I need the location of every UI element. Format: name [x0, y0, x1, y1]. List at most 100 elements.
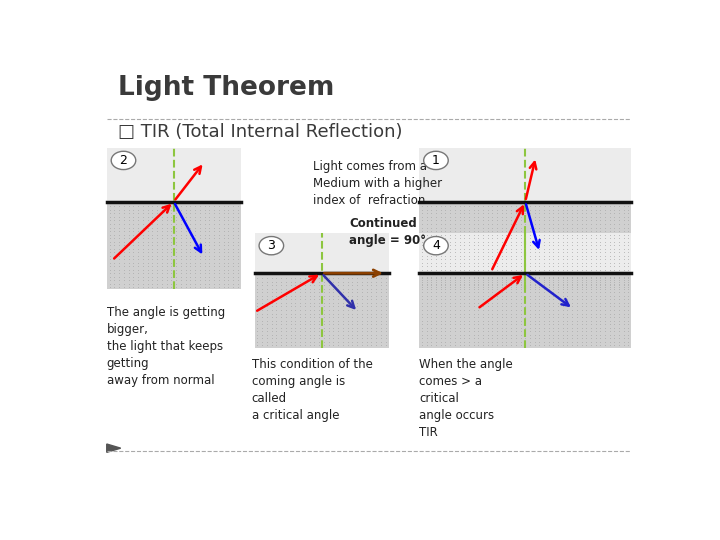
Point: [534, 216, 545, 225]
Point: [300, 306, 311, 314]
Point: [608, 281, 620, 289]
Point: [222, 230, 234, 239]
Point: [184, 220, 196, 228]
Point: [543, 223, 554, 232]
Point: [613, 330, 625, 339]
Point: [543, 283, 554, 292]
Point: [440, 269, 451, 278]
Point: [496, 244, 508, 253]
Point: [548, 295, 559, 303]
Point: [218, 237, 230, 246]
Point: [175, 258, 186, 267]
Point: [548, 279, 559, 288]
Point: [482, 281, 493, 289]
Point: [571, 306, 582, 314]
Point: [431, 327, 442, 335]
Point: [599, 295, 611, 303]
Point: [510, 288, 521, 296]
Point: [539, 274, 550, 282]
Point: [524, 227, 536, 235]
Point: [109, 255, 120, 264]
Point: [477, 234, 489, 242]
Point: [127, 216, 139, 225]
Point: [515, 255, 526, 264]
Point: [608, 272, 620, 281]
Point: [496, 248, 508, 256]
Point: [222, 227, 234, 235]
Point: [304, 341, 315, 350]
Point: [595, 241, 606, 249]
Point: [252, 270, 264, 279]
Point: [472, 338, 484, 346]
Point: [109, 265, 120, 274]
Point: [595, 316, 606, 325]
Point: [294, 316, 306, 325]
Point: [184, 237, 196, 246]
Point: [366, 274, 377, 282]
Point: [562, 269, 573, 278]
Point: [328, 274, 339, 282]
Point: [580, 269, 592, 278]
Point: [539, 341, 550, 350]
Point: [454, 276, 465, 285]
Point: [510, 283, 521, 292]
Point: [623, 288, 634, 296]
Point: [294, 288, 306, 296]
Point: [142, 255, 153, 264]
Point: [289, 320, 301, 328]
Point: [608, 285, 620, 293]
Point: [487, 292, 498, 300]
Point: [435, 230, 446, 239]
Point: [228, 262, 239, 271]
Point: [127, 258, 139, 267]
Point: [459, 270, 470, 279]
Point: [189, 209, 201, 218]
Point: [599, 299, 611, 307]
Point: [505, 327, 517, 335]
Point: [137, 209, 148, 218]
Point: [552, 330, 564, 339]
Point: [613, 320, 625, 328]
Point: [309, 323, 320, 332]
Point: [623, 272, 634, 281]
Point: [426, 327, 437, 335]
Point: [347, 277, 359, 286]
Point: [571, 327, 582, 335]
Point: [487, 272, 498, 281]
Point: [118, 262, 130, 271]
Point: [180, 213, 192, 221]
Point: [175, 276, 186, 285]
Point: [161, 227, 172, 235]
Point: [482, 330, 493, 339]
Point: [222, 244, 234, 253]
Point: [337, 274, 348, 282]
Point: [189, 199, 201, 207]
Point: [294, 334, 306, 343]
Point: [431, 227, 442, 235]
Point: [222, 223, 234, 232]
Point: [608, 223, 620, 232]
Point: [337, 306, 348, 314]
Point: [222, 272, 234, 281]
Point: [571, 292, 582, 300]
Point: [520, 248, 531, 256]
Point: [580, 262, 592, 271]
Point: [416, 223, 428, 232]
Point: [123, 227, 135, 235]
Point: [337, 285, 348, 293]
Point: [421, 230, 433, 239]
Point: [595, 309, 606, 318]
Point: [599, 288, 611, 296]
Point: [113, 223, 125, 232]
Point: [300, 327, 311, 335]
Point: [426, 330, 437, 339]
Point: [618, 262, 629, 271]
Point: [380, 330, 392, 339]
Point: [529, 223, 541, 232]
Point: [304, 292, 315, 300]
Point: [520, 279, 531, 288]
Point: [623, 270, 634, 279]
Point: [337, 302, 348, 310]
Point: [256, 288, 268, 296]
Point: [449, 320, 461, 328]
